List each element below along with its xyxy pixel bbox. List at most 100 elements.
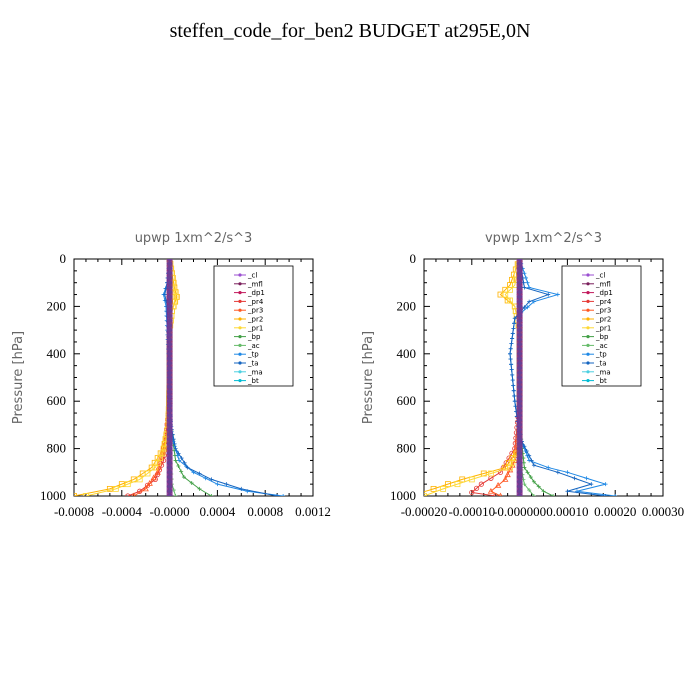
data-point xyxy=(565,470,570,475)
data-point xyxy=(525,470,530,475)
data-point xyxy=(510,331,515,336)
legend-label: _pr4 xyxy=(247,298,264,306)
x-tick-label: -0.00010 xyxy=(449,504,496,519)
legend-box xyxy=(213,265,294,387)
legend-marker xyxy=(586,317,590,321)
legend-marker xyxy=(238,326,242,330)
data-point xyxy=(565,489,570,494)
x-tick-label: 0.0008 xyxy=(247,504,283,519)
data-point xyxy=(125,493,131,496)
data-point xyxy=(478,481,484,487)
legend-label: _ac xyxy=(595,342,608,350)
x-tick-label: -0.000000 xyxy=(493,504,546,519)
data-point xyxy=(154,468,161,475)
legend-marker xyxy=(238,352,242,356)
data-point xyxy=(136,476,143,483)
legend-label: _ta xyxy=(595,360,607,368)
data-point xyxy=(239,486,244,491)
data-point xyxy=(197,471,202,476)
data-point xyxy=(546,465,551,470)
legend-marker xyxy=(586,291,590,295)
legend-label: _cl xyxy=(247,272,257,280)
data-point xyxy=(512,399,517,404)
data-point xyxy=(555,292,560,297)
legend-label: _bp xyxy=(247,333,261,341)
legend-marker xyxy=(586,299,590,303)
data-point xyxy=(488,470,494,477)
x-tick-label: 0.0012 xyxy=(295,504,331,519)
zero-band xyxy=(166,259,173,496)
data-point xyxy=(152,464,159,471)
data-point xyxy=(150,474,157,481)
data-point xyxy=(512,321,517,326)
y-tick-label: 0 xyxy=(410,251,417,266)
data-point xyxy=(487,487,495,494)
legend-label: _bt xyxy=(247,377,259,385)
data-point xyxy=(215,482,220,487)
data-point xyxy=(175,453,180,458)
data-point xyxy=(572,476,577,481)
legend-label: _ma xyxy=(595,368,611,376)
data-point xyxy=(498,492,503,496)
data-point xyxy=(494,482,502,488)
legend-marker xyxy=(586,335,590,339)
data-point xyxy=(112,485,119,492)
legend-marker xyxy=(586,326,590,330)
data-point xyxy=(613,494,618,496)
data-point xyxy=(181,475,186,480)
data-point xyxy=(430,485,437,492)
data-point xyxy=(511,383,516,388)
legend-label: _mfl xyxy=(595,280,611,288)
legend-label: _pr2 xyxy=(595,316,611,324)
data-point xyxy=(281,494,286,496)
legend-marker xyxy=(586,370,590,374)
legend-label: _pr3 xyxy=(595,307,611,315)
data-point xyxy=(527,453,532,458)
data-point xyxy=(511,326,516,331)
x-tick-label: 0.00030 xyxy=(642,504,684,519)
legend-label: _ac xyxy=(247,342,260,350)
data-point xyxy=(551,494,556,496)
data-point xyxy=(507,297,513,304)
data-point xyxy=(502,291,509,298)
y-tick-label: 800 xyxy=(397,441,417,456)
legend-marker xyxy=(586,343,590,347)
zero-band xyxy=(516,259,523,496)
data-point xyxy=(529,458,534,463)
legend-label: _pr1 xyxy=(595,324,611,332)
data-point xyxy=(142,485,149,492)
x-tick-label: 0.00020 xyxy=(594,504,636,519)
data-point xyxy=(454,481,461,488)
data-point xyxy=(509,362,514,367)
data-point xyxy=(525,280,530,285)
subplot-title: upwp 1xm^2/s^3 xyxy=(135,231,253,246)
data-point xyxy=(584,476,589,481)
y-tick-label: 0 xyxy=(60,251,67,266)
series-markers-pr3 xyxy=(131,259,173,496)
legend-label: _pr4 xyxy=(595,298,612,306)
data-point xyxy=(189,480,194,485)
data-point xyxy=(468,476,475,483)
data-point xyxy=(603,482,608,487)
y-tick-label: 600 xyxy=(397,393,417,408)
data-point xyxy=(507,464,513,471)
data-point xyxy=(541,489,546,494)
data-point xyxy=(275,494,280,496)
legend-marker xyxy=(586,379,590,383)
data-point xyxy=(531,463,536,468)
x-tick-label: -0.0008 xyxy=(54,504,94,519)
y-tick-label: 600 xyxy=(47,393,67,408)
data-point xyxy=(508,351,513,356)
legend-label: _tp xyxy=(247,351,259,359)
legend-label: _tp xyxy=(595,351,607,359)
data-point xyxy=(177,458,182,463)
legend-marker xyxy=(586,273,590,277)
data-point xyxy=(502,476,509,482)
data-point xyxy=(224,482,229,487)
legend-label: _dp1 xyxy=(247,289,265,297)
legend-marker xyxy=(238,379,242,383)
data-point xyxy=(176,463,181,468)
data-point xyxy=(524,448,529,453)
data-point xyxy=(603,494,608,496)
